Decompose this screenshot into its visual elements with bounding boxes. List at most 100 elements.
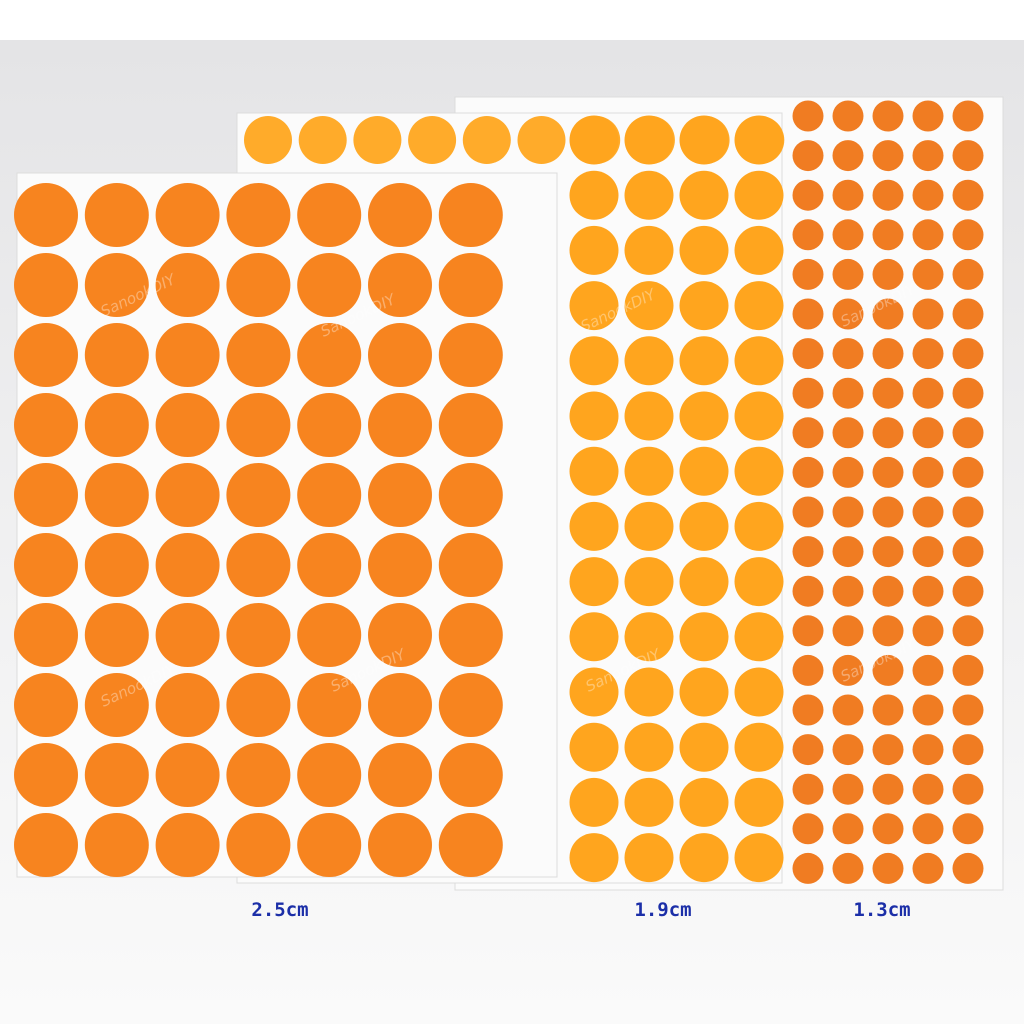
sticker-dot: [952, 575, 984, 607]
sticker-dot: [14, 183, 78, 247]
sticker-dot: [624, 170, 674, 220]
sticker-dot: [14, 393, 78, 457]
sticker-dot: [297, 533, 362, 597]
sticker-dot: [832, 496, 864, 528]
sticker-dot: [952, 417, 984, 449]
sticker-dot: [792, 773, 824, 805]
sticker-dot: [832, 456, 864, 488]
sticker-dot: [792, 338, 824, 370]
sticker-dot: [155, 813, 220, 877]
sticker-dot: [872, 456, 904, 488]
sticker-dot: [679, 722, 729, 772]
sticker-dot: [368, 393, 432, 457]
sticker-dot: [368, 533, 432, 597]
sticker-dot: [226, 743, 291, 807]
sticker-dot: [952, 377, 984, 409]
sticker-dot: [912, 456, 944, 488]
sticker-dot: [155, 393, 220, 457]
sticker-dot: [14, 673, 78, 737]
sticker-dot: [297, 253, 362, 317]
sticker-dot: [734, 777, 784, 827]
sticker-dot: [912, 140, 944, 172]
sticker-dot: [872, 813, 904, 845]
sticker-dot: [872, 179, 904, 211]
sticker-dot: [952, 338, 984, 370]
sticker-dot: [832, 852, 864, 884]
sticker-dot: [952, 100, 984, 132]
sticker-dot: [734, 722, 784, 772]
sticker-dot: [952, 734, 984, 766]
sticker-dot: [952, 456, 984, 488]
sticker-dot: [679, 391, 729, 441]
sticker-dot: [226, 673, 291, 737]
sticker-dot: [298, 116, 347, 164]
sticker-dot: [912, 773, 944, 805]
sticker-dot: [872, 773, 904, 805]
sticker-dot: [155, 323, 220, 387]
sticker-dot: [84, 603, 149, 667]
sticker-dot: [832, 536, 864, 568]
sticker-dot: [832, 615, 864, 647]
sticker-dot: [226, 323, 291, 387]
sticker-dot: [155, 673, 220, 737]
size-label: 2.5cm: [251, 899, 308, 921]
sticker-dot: [368, 813, 432, 877]
sticker-dot: [569, 170, 619, 220]
size-label: 1.9cm: [634, 899, 691, 921]
sticker-dot: [872, 258, 904, 290]
sticker-dot: [872, 338, 904, 370]
sticker-dot: [438, 463, 503, 527]
sticker-dot: [912, 734, 944, 766]
sticker-dot: [792, 496, 824, 528]
sticker-dot: [912, 417, 944, 449]
sticker-dot: [679, 336, 729, 386]
sticker-dot: [438, 253, 503, 317]
sticker-dot: [872, 536, 904, 568]
sticker-dot: [438, 393, 503, 457]
sticker-dot: [226, 183, 291, 247]
sticker-dot: [462, 116, 511, 164]
sticker-dot: [84, 393, 149, 457]
sticker-dot: [912, 298, 944, 330]
sticker-dot: [792, 536, 824, 568]
sticker-dot: [912, 536, 944, 568]
sticker-dot: [155, 463, 220, 527]
sticker-dot: [952, 536, 984, 568]
sticker-dot: [912, 100, 944, 132]
sticker-dot: [792, 179, 824, 211]
sticker-dot: [872, 734, 904, 766]
sticker-dot: [624, 115, 674, 165]
sticker-dot: [792, 575, 824, 607]
sticker-dot: [569, 225, 619, 275]
sticker-dot: [84, 533, 149, 597]
sticker-dot: [569, 777, 619, 827]
sticker-dot: [792, 852, 824, 884]
sticker-dot: [84, 813, 149, 877]
sticker-dot: [832, 100, 864, 132]
sticker-dot: [734, 833, 784, 883]
sticker-dot: [792, 377, 824, 409]
sticker-dot: [226, 533, 291, 597]
top-border: [0, 0, 1024, 40]
sticker-dot: [84, 323, 149, 387]
sticker-dot: [952, 615, 984, 647]
sticker-dot: [438, 673, 503, 737]
sticker-dot: [832, 179, 864, 211]
size-label: 1.3cm: [853, 899, 910, 921]
sticker-dot: [912, 338, 944, 370]
sticker-dot: [792, 100, 824, 132]
sticker-dot: [624, 777, 674, 827]
sticker-dot: [624, 225, 674, 275]
sticker-dot: [832, 575, 864, 607]
sticker-dot: [297, 393, 362, 457]
sticker-dot: [569, 391, 619, 441]
sticker-dot: [792, 694, 824, 726]
sticker-dot: [952, 179, 984, 211]
sticker-dot: [792, 654, 824, 686]
sticker-dot: [832, 258, 864, 290]
sticker-dot: [569, 501, 619, 551]
sticker-dot: [368, 183, 432, 247]
sticker-dot: [734, 612, 784, 662]
sticker-dot: [952, 773, 984, 805]
